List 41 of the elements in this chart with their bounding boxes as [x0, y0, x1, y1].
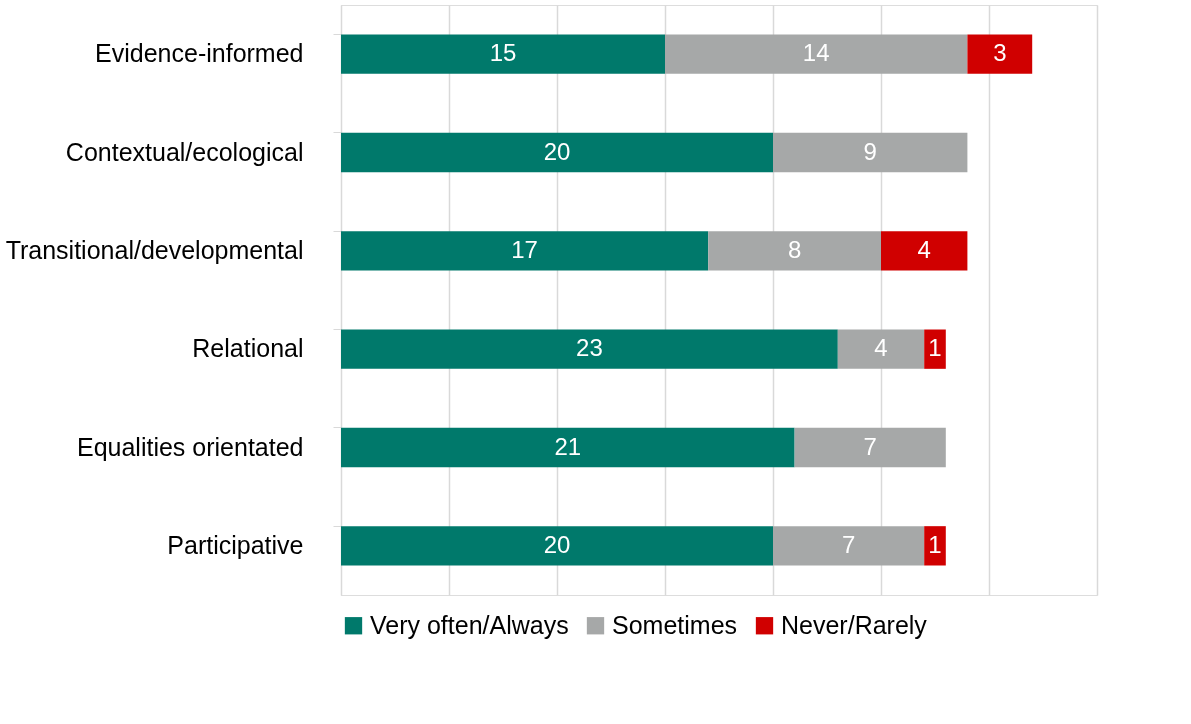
bar: [341, 526, 773, 566]
data-label: 15: [489, 39, 517, 67]
bar: [773, 132, 968, 173]
data-label: 17: [511, 235, 538, 263]
bar: [773, 526, 925, 566]
bar: [341, 132, 773, 173]
data-label: 1: [928, 334, 942, 362]
bar: [967, 34, 1033, 74]
data-label: 1: [928, 530, 942, 558]
bar: [794, 427, 946, 468]
bar: [341, 427, 795, 468]
data-label: 3: [993, 39, 1007, 67]
y-tick-label: Equalities orientated: [76, 432, 304, 461]
data-label: 7: [863, 432, 877, 460]
legend-label: Very often/Always: [370, 610, 569, 639]
data-label: 4: [917, 235, 931, 263]
bar: [665, 34, 968, 74]
legend-label: Never/Rarely: [781, 610, 928, 639]
data-label: 23: [576, 334, 603, 362]
bar: [924, 526, 946, 566]
data-label: 9: [863, 137, 877, 165]
data-label: 7: [841, 530, 856, 558]
y-tick-label: Transitional/developmental: [5, 235, 304, 264]
y-tick-label: Relational: [192, 334, 304, 363]
bar: [708, 231, 881, 271]
bar: [881, 231, 968, 271]
data-label: 20: [543, 530, 571, 558]
y-tick-label: Participative: [167, 530, 304, 559]
data-label: 14: [802, 39, 830, 67]
bar: [341, 231, 709, 271]
bar: [341, 329, 838, 369]
bar: [924, 329, 946, 369]
data-label: 4: [874, 334, 888, 362]
legend-label: Sometimes: [612, 610, 738, 639]
data-label: 21: [554, 432, 582, 460]
y-tick-label: Evidence-informed: [95, 39, 304, 68]
data-label: 20: [543, 137, 571, 165]
bar: [341, 34, 665, 74]
data-label: 8: [787, 235, 802, 263]
y-tick-label: Contextual/ecological: [65, 137, 304, 166]
bar: [837, 329, 925, 369]
